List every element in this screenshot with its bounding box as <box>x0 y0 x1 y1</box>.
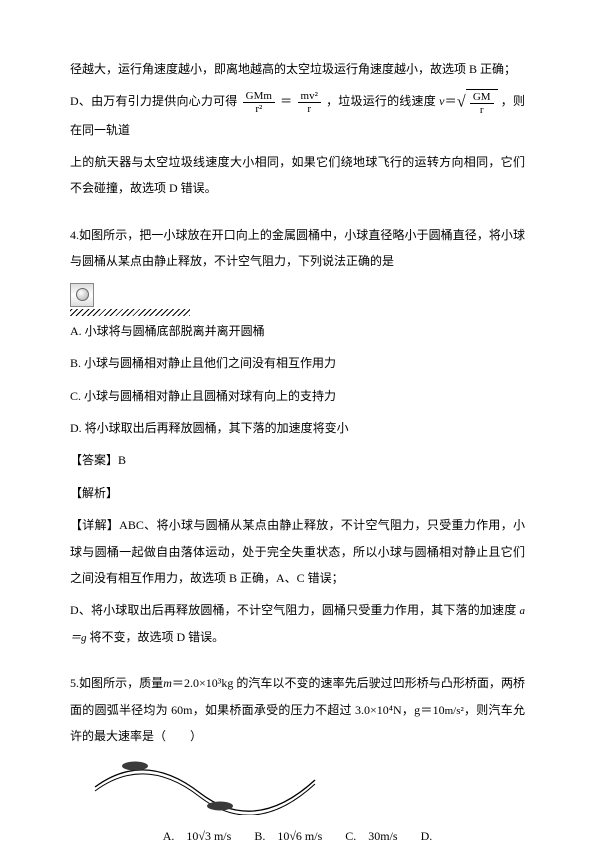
var-m: m <box>163 676 172 690</box>
detail-abc: 【详解】ABC、将小球与圆桶从某点由静止释放，不计空气阻力，只受重力作用，小球与… <box>70 512 525 591</box>
text: 5.如图所示，质量 <box>70 676 163 690</box>
q5-option-b: B. 10√6 m/s <box>254 829 322 843</box>
q4-option-c: C. 小球与圆桶相对静止且圆桶对球有向上的支持力 <box>70 383 525 409</box>
detail-d: D、将小球取出后再释放圆桶，不计空气阻力，圆桶只受重力作用，其下落的加速度 a＝… <box>70 597 525 650</box>
answer-label: 【答案】B <box>70 447 525 473</box>
q4-option-a: A. 小球将与圆桶底部脱离并离开圆桶 <box>70 318 525 344</box>
jiexi-label: 【解析】 <box>70 480 525 506</box>
text: 将不变，故选项 D 错误。 <box>90 630 225 644</box>
q5-option-c: C. 30m/s <box>345 829 397 843</box>
q5-option-d: D. <box>421 829 433 843</box>
figure-cylinder <box>70 281 525 316</box>
bridge-curve-figure <box>90 755 330 815</box>
text: ，垃圾运行的线速度 <box>326 94 436 108</box>
fraction-gmm-r2: GMmr² <box>243 90 275 115</box>
text: D、由万有引力提供向心力可得 <box>70 94 237 108</box>
unit: m/s² <box>445 705 464 717</box>
sqrt-gm-r: GMr <box>457 89 498 117</box>
question-5-stem: 5.如图所示，质量m＝2.0×10³kg 的汽车以不变的速率先后驶过凹形桥与凸形… <box>70 670 525 749</box>
question-4-stem: 4.如图所示，把一小球放在开口向上的金属圆桶中，小球直径略小于圆桶直径，将小球与… <box>70 222 525 275</box>
q4-option-b: B. 小球与圆桶相对静止且他们之间没有相互作用力 <box>70 350 525 376</box>
hatch-ground-icon <box>70 309 190 316</box>
para-option-d: D、由万有引力提供向心力可得 GMmr² ＝ mv²r ，垃圾运行的线速度 v＝… <box>70 88 525 143</box>
q5-option-a: A. 10√3 m/s <box>163 829 232 843</box>
para-prev-tail: 径越大，运行角速度越小，即离地越高的太空垃圾运行角速度越小，故选项 B 正确； <box>70 56 525 82</box>
q5-options: A. 10√3 m/s B. 10√6 m/s C. 30m/s D. <box>70 823 525 849</box>
cylinder-ball-icon <box>70 283 94 307</box>
text: D、将小球取出后再释放圆桶，不计空气阻力，圆桶只受重力作用，其下落的加速度 <box>70 603 516 617</box>
para-option-d-cont: 上的航天器与太空垃圾线速度大小相同，如果它们绕地球飞行的运转方向相同，它们不会碰… <box>70 149 525 202</box>
q4-option-d: D. 将小球取出后再释放圆桶，其下落的加速度将变小 <box>70 415 525 441</box>
fraction-mv2-r: mv²r <box>298 90 321 115</box>
